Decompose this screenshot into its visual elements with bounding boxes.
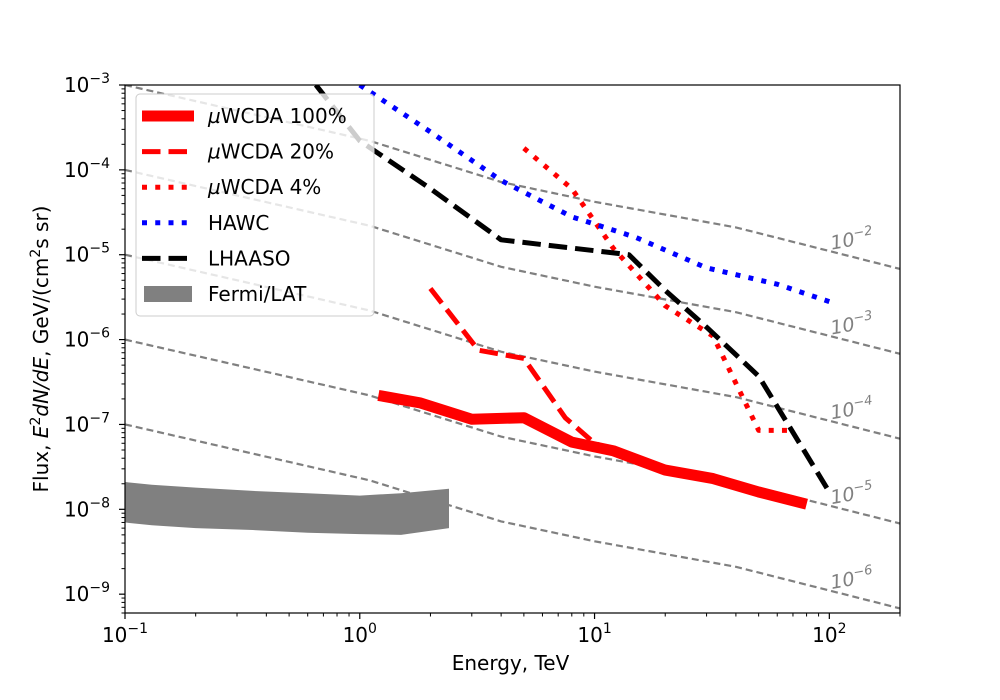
y-tick-label: 10−3 xyxy=(64,71,110,97)
reference-labels: 10−2 10−3 10−4 10−5 10−6 xyxy=(828,223,875,594)
reference-line-label: 10−6 xyxy=(828,563,875,594)
y-tick-label: 10−9 xyxy=(64,580,110,606)
axes-frame xyxy=(124,84,901,614)
legend: µWCDA 100% µWCDA 20% µWCDA 4% HAWC LHAASO Fer… xyxy=(135,93,375,317)
x-tick-label: 100 xyxy=(343,621,377,647)
legend-label: HAWC xyxy=(208,211,269,235)
x-tick-label: 10−1 xyxy=(102,621,148,647)
reference-line-label: 10−4 xyxy=(828,393,875,424)
legend-label: µWCDA 20% xyxy=(207,140,334,164)
axis-labels: Energy, TeV Flux, E2dN/dE, GeV/(cm2s sr) xyxy=(28,206,570,675)
reference-line-label: 10−3 xyxy=(828,308,875,339)
series-line-hawc xyxy=(358,85,831,304)
series-line-lhaaso xyxy=(313,85,832,494)
y-tick-label: 10−8 xyxy=(64,495,110,521)
series-line-wcda-100 xyxy=(377,389,808,510)
x-axis-label: Energy, TeV xyxy=(452,651,570,675)
fermi-lat-band xyxy=(125,482,449,535)
y-tick-label: 10−4 xyxy=(64,156,110,182)
y-tick-label: 10−7 xyxy=(64,410,110,436)
legend-label: LHAASO xyxy=(208,246,291,270)
y-tick-label: 10−5 xyxy=(64,241,110,267)
legend-box xyxy=(135,93,375,317)
legend-label: Fermi/LAT xyxy=(208,282,307,306)
y-axis-label: Flux, E2dN/dE, GeV/(cm2s sr) xyxy=(28,206,53,493)
legend-label: µWCDA 4% xyxy=(207,175,321,199)
x-tick-label: 101 xyxy=(577,621,611,647)
legend-swatch xyxy=(144,286,192,302)
reference-line xyxy=(125,423,900,610)
reference-line-label: 10−2 xyxy=(828,223,875,254)
bands xyxy=(125,482,449,535)
x-tick-label: 102 xyxy=(812,621,846,647)
axes: 10−1 100 101 10210−910−810−710−610−510−410−… xyxy=(64,71,901,647)
series-line-wcda-4 xyxy=(522,146,793,433)
series-layer xyxy=(313,85,832,510)
series-line-wcda-20 xyxy=(428,286,614,453)
reference-line-label: 10−5 xyxy=(828,478,875,509)
reference-lines xyxy=(125,85,900,610)
y-tick-label: 10−6 xyxy=(64,326,110,352)
legend-label: µWCDA 100% xyxy=(207,104,347,128)
